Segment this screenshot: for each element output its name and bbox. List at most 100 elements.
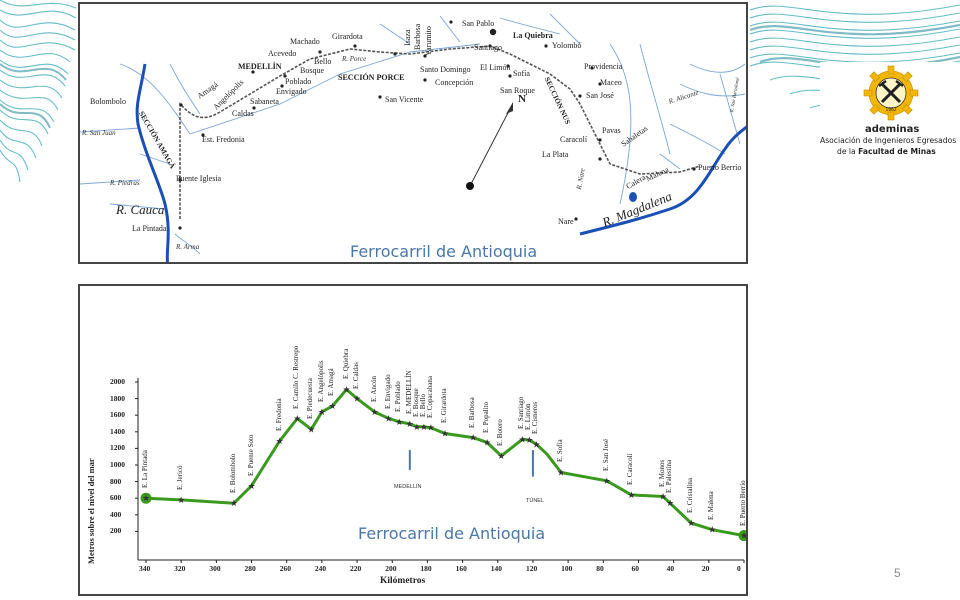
place-girardota: Girardota [332, 32, 363, 41]
place-san-vicente: San Vicente [385, 95, 424, 104]
place-yarumito: Yarumito [424, 26, 433, 56]
station-marker: ★ [371, 408, 379, 418]
place-bolombolo: Bolombolo [90, 97, 127, 106]
station-marker: ★ [177, 496, 185, 506]
station-label: E. Cristalina [686, 478, 695, 514]
station-label: E. Popalito [482, 401, 491, 433]
north-label: N [518, 93, 526, 105]
station-label: E. San José [601, 438, 610, 471]
profile-series-line [145, 388, 745, 538]
station-label: E. Poblado [394, 381, 403, 412]
place-bosque: Bosque [300, 66, 324, 75]
y-axis-title: Metros sobre el nivel del mar [86, 458, 96, 564]
station-marker: ★ [740, 532, 748, 542]
station-label: E. Puerto Berrío [739, 479, 747, 526]
y-tick-label: 1600 [110, 410, 125, 420]
station-label: E. Malena [707, 490, 716, 520]
place-santiago: Santiago [474, 43, 502, 52]
place-puente-iglesia: Puente Iglesia [176, 174, 222, 183]
place-bello: Bello [314, 57, 332, 66]
place-san-jose: San José [586, 91, 614, 100]
x-tick-label: 320 [174, 564, 186, 573]
x-tick-label: 340 [139, 564, 151, 573]
station-marker: ★ [441, 429, 449, 439]
station-marker: ★ [247, 482, 255, 492]
station-label: E. Caldas [352, 361, 361, 389]
station-label: E. Caracolí [626, 453, 635, 485]
station-marker: ★ [497, 452, 505, 462]
station-marker: ★ [328, 402, 336, 412]
place-san-pablo: San Pablo [462, 19, 495, 28]
place-concepcion: Concepción [435, 78, 474, 87]
place-el-limon: El Limón [480, 63, 511, 72]
place-isaza: Isaza [403, 29, 412, 46]
x-tick-label: 20 [701, 564, 710, 573]
railway-map-graphic [80, 13, 746, 262]
station-marker: ★ [525, 436, 533, 446]
magdalena-river [579, 125, 746, 236]
y-tick-label: 200 [110, 526, 122, 536]
x-tick-label: 300 [209, 564, 221, 573]
station-label: E. Puente Soto [246, 434, 255, 476]
station-label: E. Girardota [440, 388, 448, 424]
station-label: E. Palestina [665, 460, 674, 494]
station-marker: ★ [603, 477, 611, 487]
station-marker: ★ [395, 418, 403, 428]
x-tick-label: 60 [631, 564, 639, 573]
place-sofia: Sofía [513, 69, 530, 78]
profile-title: Ferrocarril de Antioquia [358, 524, 546, 543]
station-label: E. Jericó [176, 465, 185, 490]
map-title: Ferrocarril de Antioquia [350, 242, 538, 261]
place-sabaneta: Sabaneta [250, 97, 279, 106]
station-marker: ★ [557, 468, 565, 478]
x-tick-label: 140 [490, 564, 502, 573]
y-tick-label: 1800 [110, 393, 125, 403]
station-label: E. Ancón [369, 375, 378, 402]
river-piedras-label: R. Piedras [110, 179, 140, 187]
station-label: E. La Pintada [141, 450, 149, 489]
place-caracoli: Caracolí [560, 135, 588, 144]
x-tick-label: 180 [420, 564, 432, 573]
station-marker: ★ [276, 437, 284, 447]
place-envigado: Envigado [276, 87, 307, 96]
station-marker: ★ [406, 420, 414, 430]
x-tick-label: 220 [350, 564, 362, 573]
place-nare: Nare [558, 217, 574, 226]
station-marker: ★ [518, 435, 526, 445]
seal-year: 1962 [885, 107, 896, 113]
station-label: E. Barbosa [468, 396, 477, 428]
logo-subtitle-line1: Asociación de Ingenieros Egresados [820, 136, 957, 145]
section-porce-label: SECCIÓN PORCE [338, 73, 405, 82]
y-tick-label: 1400 [110, 426, 125, 436]
station-marker: ★ [342, 385, 350, 395]
place-puerto-berrio: Puerto Berrío [698, 163, 742, 172]
start-point-marker [140, 492, 152, 504]
place-providencia: Providencia [584, 62, 623, 71]
station-label: E. Quiebra [341, 349, 350, 380]
place-machado: Machado [290, 37, 320, 46]
station-marker: ★ [469, 434, 477, 444]
station-marker: ★ [483, 439, 491, 449]
x-tick-label: 100 [561, 564, 573, 573]
station-label: E. Copacabana [425, 375, 434, 418]
station-marker: ★ [627, 491, 635, 501]
river-san-juan-label: R. San Juan [82, 129, 116, 137]
x-tick-label: 40 [666, 564, 675, 573]
railway-map-panel: Bolombolo Amagá Angelópolis Est. Fredoni… [78, 2, 748, 264]
logo-subtitle-line2: de la Facultad de Minas [837, 147, 936, 156]
station-label: E. Bolombolo [228, 453, 237, 494]
station-marker: ★ [420, 423, 428, 433]
station-label: E. Angelópolis [316, 360, 325, 402]
station-label: E. Sofía [556, 439, 565, 463]
logo-subtitle-bold: Facultad de Minas [858, 147, 936, 156]
place-est-fredonia: Est. Fredonia [202, 135, 245, 144]
station-marker: ★ [666, 499, 674, 509]
elevation-profile-chart: ★ ★ ★★★★★★★★★★★ ★ ★★★★★ ★ ★★★★★★★★ ★★★★★ [135, 378, 748, 563]
place-poblado: Poblado [285, 77, 312, 86]
station-label: E. Piedecuesta [306, 378, 315, 420]
station-marker: ★ [307, 425, 315, 435]
station-marker: ★ [708, 526, 716, 536]
x-tick-label: 160 [455, 564, 467, 573]
station-marker: ★ [293, 415, 301, 425]
place-la-pintada: La Pintada [132, 224, 167, 233]
